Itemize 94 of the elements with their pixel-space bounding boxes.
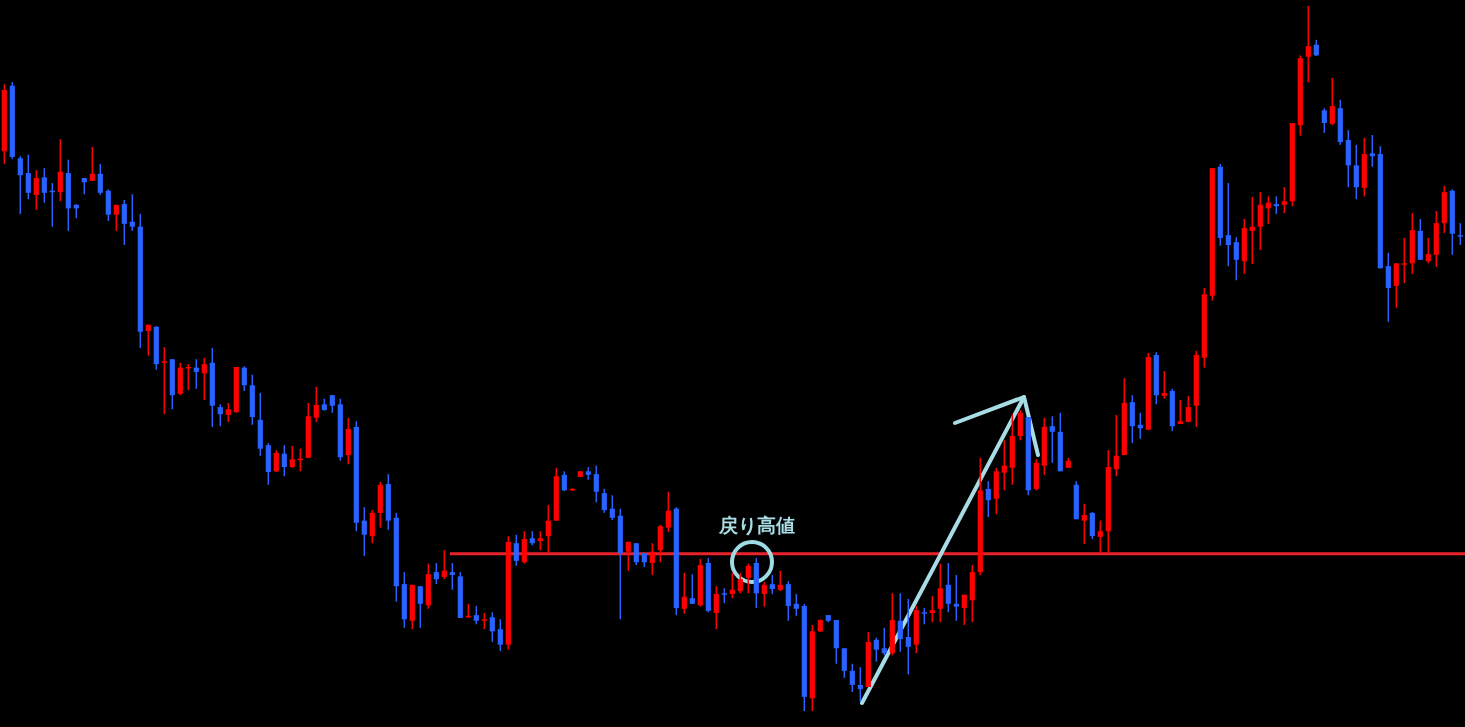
candlestick: [513, 534, 519, 567]
candlestick: [665, 490, 671, 533]
candlestick: [1353, 144, 1359, 200]
candlestick: [1081, 502, 1087, 545]
candlestick: [657, 524, 663, 563]
candlestick: [113, 204, 119, 232]
candlestick: [681, 572, 687, 615]
candlestick: [201, 357, 207, 401]
candlestick: [33, 169, 39, 211]
candlestick: [1161, 370, 1167, 400]
candlestick: [777, 569, 783, 592]
candlestick: [857, 666, 863, 703]
candlestick: [1369, 134, 1375, 168]
candlestick: [1233, 236, 1239, 281]
candlestick: [1257, 191, 1263, 251]
candlestick: [649, 542, 655, 576]
candlestick: [417, 585, 423, 629]
candlestick: [849, 663, 855, 693]
candlestick: [41, 167, 47, 204]
candlestick: [609, 494, 615, 521]
candlestick: [1385, 252, 1391, 323]
candlestick: [17, 155, 23, 215]
candlestick: [89, 146, 95, 182]
candlestick: [881, 627, 887, 657]
candlestick: [273, 449, 279, 473]
candlestick: [625, 541, 631, 572]
candlestick: [737, 572, 743, 595]
candlestick: [961, 593, 967, 626]
candlestick: [1249, 196, 1255, 265]
candlestick: [1281, 186, 1287, 215]
candlestick: [537, 530, 543, 552]
candlestick: [1017, 409, 1023, 442]
candlestick: [561, 470, 567, 492]
candlestick: [225, 402, 231, 423]
candlestick: [593, 464, 599, 504]
candlestick: [1401, 237, 1407, 284]
candlestick: [929, 595, 935, 623]
candlestick: [1129, 394, 1135, 444]
candlestick: [729, 572, 735, 599]
candlestick: [873, 636, 879, 663]
candlestick: [545, 504, 551, 554]
candlestick: [289, 445, 295, 469]
candlestick: [905, 598, 911, 676]
candlestick: [361, 506, 367, 557]
candlestick: [945, 562, 951, 614]
candlestick: [1425, 237, 1431, 265]
candlestick: [121, 199, 127, 246]
candlestick: [369, 509, 375, 544]
candlestick: [761, 581, 767, 608]
candlestick: [105, 188, 111, 222]
annotation: 戻り高値: [718, 514, 795, 536]
candlestick: [241, 365, 247, 392]
candlestick: [745, 562, 751, 595]
candlestick: [1225, 182, 1231, 267]
candlestick: [281, 444, 287, 477]
candlestick: [785, 580, 791, 622]
candlestick: [985, 480, 991, 518]
candlestick: [193, 358, 199, 390]
candlestick: [473, 605, 479, 626]
candlestick: [769, 574, 775, 595]
candlestick: [1049, 415, 1055, 464]
candlestick: [937, 562, 943, 623]
candlestick: [1457, 222, 1463, 246]
candlestick: [633, 542, 639, 566]
candlestick: [497, 618, 503, 652]
candlestick: [313, 385, 319, 423]
candlestick: [841, 647, 847, 679]
candlestick: [441, 549, 447, 580]
candlestick: [521, 530, 527, 565]
candlestick: [601, 488, 607, 514]
candlestick: [1001, 439, 1007, 492]
candlestick: [145, 323, 151, 357]
candlestick: [897, 592, 903, 653]
candlestick: [57, 138, 63, 203]
candlestick: [713, 585, 719, 630]
candlestick: [1097, 519, 1103, 554]
candlestick: [1329, 77, 1335, 126]
candlestick: [433, 562, 439, 585]
candlestick: [129, 193, 135, 232]
candlestick: [449, 562, 455, 591]
candlestick: [161, 346, 167, 415]
candlestick: [689, 573, 695, 605]
candlestick: [953, 574, 959, 622]
candlestick: [97, 163, 103, 196]
candlestick: [1321, 107, 1327, 134]
candlestick: [1393, 262, 1399, 309]
candlestick: [217, 403, 223, 427]
candlestick: [1185, 395, 1191, 423]
candlestick: [793, 593, 799, 617]
candlestick: [1113, 414, 1119, 477]
candlestick: [489, 611, 495, 643]
candlestick: [25, 154, 31, 200]
candlestick: [1305, 5, 1311, 83]
candlestick: [1089, 511, 1095, 540]
